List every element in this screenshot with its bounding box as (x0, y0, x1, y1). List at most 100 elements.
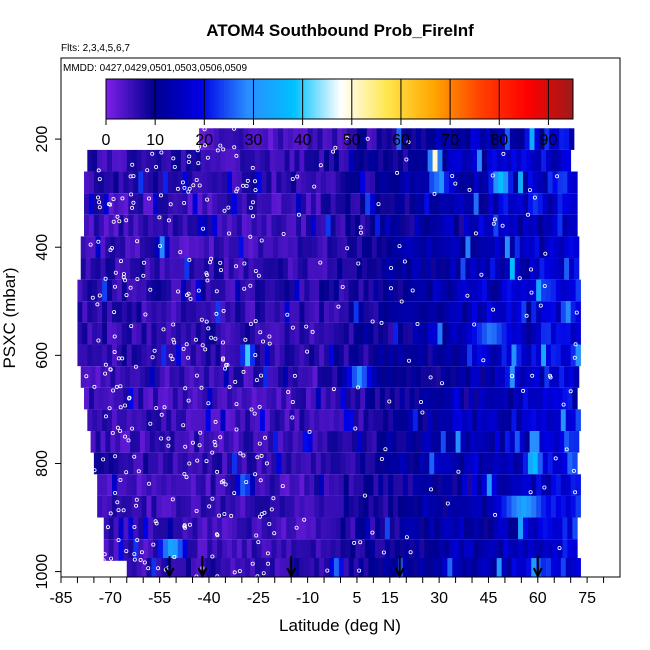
heatmap-cell (103, 171, 110, 194)
heatmap-cell (90, 366, 96, 388)
heatmap-cell (370, 214, 376, 237)
heatmap-cell (444, 517, 450, 540)
heatmap-cell (567, 539, 573, 561)
colorbar-segment (150, 79, 154, 119)
heatmap-cell (179, 366, 185, 388)
heatmap-cell (210, 474, 216, 496)
heatmap-cell (478, 214, 484, 237)
heatmap-cell (409, 452, 415, 475)
heatmap-cell (245, 301, 251, 323)
colorbar-tick-label: 60 (392, 132, 410, 149)
heatmap-cell (231, 517, 238, 540)
heatmap-cell (404, 517, 410, 540)
heatmap-cell (172, 539, 179, 561)
heatmap-cell (353, 558, 359, 577)
heatmap-cell (437, 149, 443, 172)
heatmap-cell (478, 539, 484, 561)
colorbar-segment (482, 79, 485, 119)
heatmap-cell (514, 431, 521, 453)
heatmap-cell (378, 279, 384, 302)
sample-point (97, 205, 102, 210)
heatmap-cell (195, 322, 202, 345)
heatmap-cell (235, 279, 241, 302)
colorbar-segment (398, 79, 402, 119)
heatmap-cell (143, 517, 149, 540)
heatmap-cell (476, 279, 483, 302)
heatmap-cell (572, 387, 578, 410)
heatmap-cell (182, 387, 188, 410)
heatmap-cell (511, 149, 517, 172)
heatmap-cell (496, 344, 503, 367)
heatmap-cell (401, 366, 407, 388)
heatmap-cell (401, 258, 407, 280)
heatmap-cell (416, 431, 422, 453)
heatmap-cell (468, 452, 475, 475)
heatmap-cell (123, 452, 129, 475)
heatmap-cell (251, 452, 258, 475)
sample-point (183, 386, 188, 391)
heatmap-cell (205, 409, 212, 432)
x-tick-label: 30 (430, 590, 448, 607)
colorbar-segment (187, 79, 190, 119)
heatmap-cell (544, 236, 550, 259)
heatmap-cell (363, 301, 369, 323)
heatmap-cell (222, 539, 228, 561)
heatmap-cell (103, 539, 110, 561)
heatmap-cell (483, 517, 489, 540)
heatmap-cell (532, 387, 539, 410)
heatmap-cell (360, 214, 366, 237)
heatmap-cell (432, 495, 438, 518)
heatmap-cell (363, 344, 369, 367)
heatmap-cell (491, 409, 498, 432)
heatmap-cell (246, 387, 253, 410)
heatmap-cell (118, 539, 124, 561)
y-tick-label: 600 (34, 342, 51, 369)
heatmap-cell (541, 495, 547, 518)
heatmap-cell (435, 258, 442, 280)
heatmap-cell (435, 236, 442, 259)
heatmap-cell (284, 149, 290, 172)
sample-point (399, 299, 404, 304)
heatmap-layer (77, 128, 581, 577)
heatmap-cell (475, 236, 481, 259)
heatmap-cell (355, 452, 361, 475)
heatmap-cell (294, 322, 300, 345)
heatmap-cell (370, 539, 376, 561)
heatmap-cell (156, 409, 162, 432)
heatmap-cell (291, 452, 297, 475)
heatmap-cell (373, 495, 379, 518)
sample-point (209, 335, 214, 340)
heatmap-cell (225, 149, 231, 172)
heatmap-cell (486, 149, 493, 172)
sample-point (331, 149, 336, 154)
sample-point (197, 144, 202, 149)
heatmap-cell (297, 128, 304, 150)
heatmap-cell (363, 279, 369, 302)
heatmap-cell (422, 279, 429, 302)
heatmap-cell (565, 495, 572, 518)
heatmap-cell (205, 474, 212, 496)
heatmap-cell (305, 387, 312, 410)
colorbar-segment (337, 79, 340, 119)
heatmap-cell (386, 366, 392, 388)
sample-point (226, 205, 231, 210)
sample-point (159, 150, 164, 155)
heatmap-cell (98, 387, 105, 410)
sample-point (491, 307, 496, 312)
heatmap-cell (182, 171, 188, 194)
heatmap-cell (424, 193, 430, 215)
flights-note: Flts: 2,3,4,5,6,7 (61, 43, 130, 54)
heatmap-cell (161, 409, 167, 432)
sample-point (176, 289, 181, 294)
colorbar-segment (477, 79, 480, 119)
y-tick-label: 400 (34, 234, 51, 261)
heatmap-cell (176, 409, 182, 432)
heatmap-cell (250, 149, 256, 172)
heatmap-cell (213, 128, 220, 150)
heatmap-cell (421, 236, 427, 259)
heatmap-cell (424, 539, 430, 561)
heatmap-cell (546, 344, 552, 367)
heatmap-cell (218, 128, 225, 150)
sample-point (101, 558, 106, 563)
colorbar-segment (506, 79, 510, 119)
